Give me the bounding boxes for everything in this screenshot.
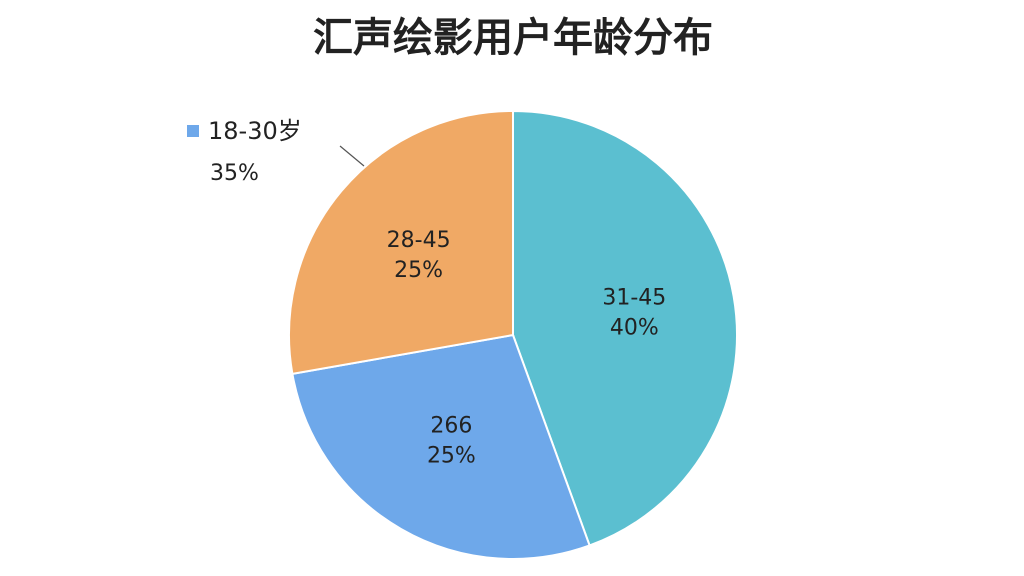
slice-label: 40% (610, 316, 659, 341)
pie-slice (512, 109, 738, 547)
leader-line (339, 145, 365, 167)
pie-slice (288, 109, 514, 376)
pie-slice (291, 333, 591, 560)
slice-label: 25% (427, 444, 476, 469)
legend-marker (187, 125, 199, 137)
slice-category: 266 (430, 414, 472, 439)
annotation-text: 18-30岁 (208, 117, 302, 145)
annotation-label: 35% (210, 161, 259, 186)
slice-label: 25% (394, 258, 443, 283)
slice-category: 31-45 (602, 286, 666, 311)
slice-category: 28-45 (387, 228, 451, 253)
chart-title: 汇声绘影用户年龄分布 (313, 15, 713, 61)
